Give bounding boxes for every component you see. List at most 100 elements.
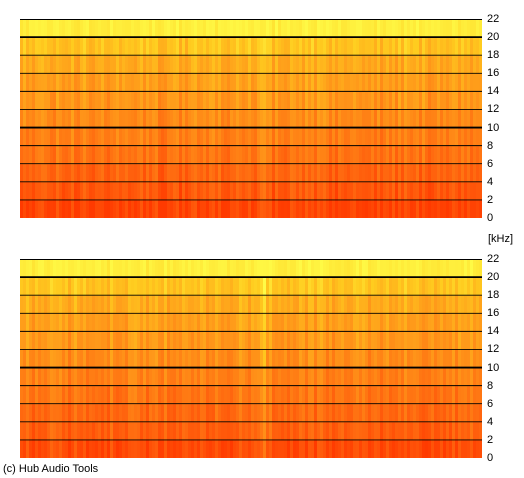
spectrogram-cell bbox=[371, 181, 375, 201]
spectrogram-cell bbox=[446, 145, 450, 165]
spectrogram-cell bbox=[311, 37, 315, 56]
spectrogram-cell bbox=[296, 349, 300, 369]
spectrogram-cell bbox=[212, 163, 216, 183]
spectrogram-cell bbox=[413, 181, 417, 201]
spectrogram-cell bbox=[191, 385, 195, 405]
spectrogram-cell bbox=[65, 349, 69, 369]
spectrogram-cell bbox=[428, 277, 432, 296]
spectrogram-cell bbox=[77, 55, 81, 74]
spectrogram-cell bbox=[197, 331, 201, 351]
spectrogram-cell bbox=[212, 145, 216, 165]
spectrogram-cell bbox=[200, 199, 204, 218]
spectrogram-cell bbox=[332, 367, 336, 387]
spectrogram-cell bbox=[440, 313, 444, 332]
spectrogram-cell bbox=[284, 421, 288, 441]
spectrogram-cell bbox=[218, 145, 222, 165]
spectrogram-cell bbox=[332, 181, 336, 201]
spectrogram-cell bbox=[191, 421, 195, 441]
spectrogram-cell bbox=[374, 403, 378, 423]
spectrogram-cell bbox=[233, 439, 237, 458]
spectrogram-cell bbox=[188, 421, 192, 441]
spectrogram-cell bbox=[416, 199, 420, 218]
spectrogram-cell bbox=[296, 403, 300, 423]
spectrogram-cell bbox=[38, 277, 42, 296]
spectrogram-cell bbox=[455, 163, 459, 183]
spectrogram-cell bbox=[434, 403, 438, 423]
spectrogram-cell bbox=[38, 127, 42, 147]
spectrogram-cell bbox=[311, 403, 315, 423]
spectrogram-cell bbox=[410, 349, 414, 369]
spectrogram-cell bbox=[89, 259, 93, 278]
spectrogram-cell bbox=[275, 331, 279, 351]
spectrogram-cell bbox=[404, 313, 408, 332]
spectrogram-cell bbox=[47, 439, 51, 458]
spectrogram-cell bbox=[344, 181, 348, 201]
spectrogram-cell bbox=[335, 55, 339, 74]
spectrogram-cell bbox=[398, 349, 402, 369]
spectrogram-cell bbox=[104, 367, 108, 387]
spectrogram-cell bbox=[128, 421, 132, 441]
spectrogram-cell bbox=[329, 145, 333, 165]
spectrogram-cell bbox=[455, 331, 459, 351]
spectrogram-cell bbox=[272, 439, 276, 458]
spectrogram-cell bbox=[440, 55, 444, 74]
spectrogram-cell bbox=[146, 145, 150, 165]
spectrogram-cell bbox=[113, 277, 117, 296]
spectrogram-cell bbox=[167, 19, 171, 38]
spectrogram-cell bbox=[137, 73, 141, 92]
spectrogram-cell bbox=[155, 295, 159, 314]
spectrogram-cell bbox=[53, 91, 57, 111]
spectrogram-cell bbox=[35, 277, 39, 296]
spectrogram-cell bbox=[128, 199, 132, 218]
spectrogram-cell bbox=[161, 277, 165, 296]
spectrogram-cell bbox=[245, 439, 249, 458]
spectrogram-cell bbox=[404, 181, 408, 201]
spectrogram-cell bbox=[158, 367, 162, 387]
spectrogram-cell bbox=[59, 331, 63, 351]
spectrogram-cell bbox=[56, 127, 60, 147]
spectrogram-cell bbox=[377, 331, 381, 351]
spectrogram-cell bbox=[317, 349, 321, 369]
spectrogram-cell bbox=[137, 331, 141, 351]
spectrogram-cell bbox=[281, 163, 285, 183]
spectrogram-cell bbox=[356, 403, 360, 423]
spectrogram-cell bbox=[47, 55, 51, 74]
spectrogram-cell bbox=[392, 439, 396, 458]
spectrogram-cell bbox=[266, 73, 270, 92]
spectrogram-cell bbox=[104, 349, 108, 369]
spectrogram-cell bbox=[290, 55, 294, 74]
spectrogram-cell bbox=[29, 331, 33, 351]
spectrogram-cell bbox=[62, 295, 66, 314]
spectrogram-cell bbox=[335, 277, 339, 296]
spectrogram-cell bbox=[428, 91, 432, 111]
spectrogram-cell bbox=[50, 439, 54, 458]
spectrogram-cell bbox=[80, 109, 84, 129]
spectrogram-cell bbox=[311, 91, 315, 111]
spectrogram-cell bbox=[203, 259, 207, 278]
spectrogram-cell bbox=[215, 295, 219, 314]
spectrogram-cell bbox=[77, 349, 81, 369]
spectrogram-cell bbox=[149, 19, 153, 38]
spectrogram-cell bbox=[119, 163, 123, 183]
spectrogram-cell bbox=[173, 55, 177, 74]
spectrogram-cell bbox=[257, 313, 261, 332]
spectrogram-cell bbox=[323, 145, 327, 165]
spectrogram-cell bbox=[458, 91, 462, 111]
spectrogram-cell bbox=[218, 313, 222, 332]
spectrogram-cell bbox=[308, 295, 312, 314]
spectrogram-cell bbox=[50, 163, 54, 183]
spectrogram-cell bbox=[125, 199, 129, 218]
spectrogram-cell bbox=[428, 331, 432, 351]
spectrogram-cell bbox=[434, 73, 438, 92]
spectrogram-cell bbox=[398, 199, 402, 218]
spectrogram-cell bbox=[326, 367, 330, 387]
spectrogram-cell bbox=[167, 331, 171, 351]
tick-label-12: 12 bbox=[487, 343, 500, 356]
spectrogram-cell bbox=[86, 19, 90, 38]
tick-label-18: 18 bbox=[487, 49, 500, 62]
spectrogram-cell bbox=[26, 259, 30, 278]
spectrogram-cell bbox=[419, 367, 423, 387]
spectrogram-cell bbox=[479, 349, 482, 369]
spectrogram-cell bbox=[272, 295, 276, 314]
spectrogram-cell bbox=[368, 421, 372, 441]
